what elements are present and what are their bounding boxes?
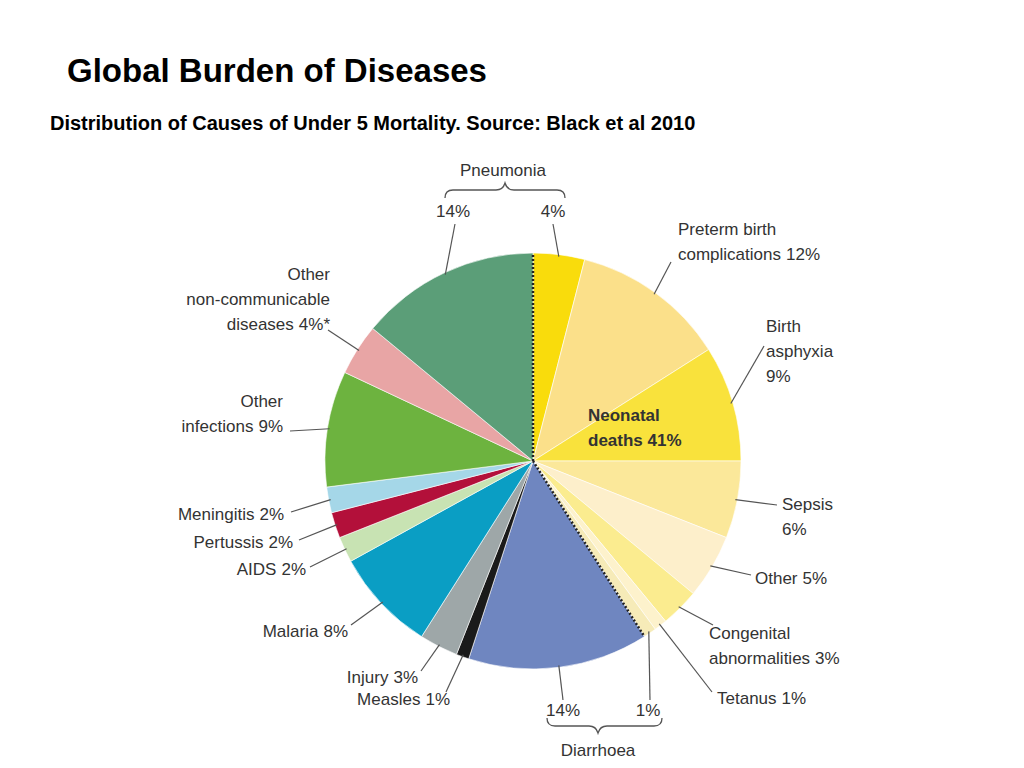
value-label: 3% xyxy=(815,649,840,668)
title: Global Burden of Diseases xyxy=(67,52,487,89)
category-label: Other xyxy=(287,265,330,284)
slice-label: Other infections9% xyxy=(182,392,284,436)
slice-label: 14% xyxy=(546,701,580,720)
leader-line xyxy=(310,549,347,567)
slice-label: Malaria8% xyxy=(263,622,348,641)
value-label: 4% xyxy=(541,202,566,221)
slice-label: Tetanus 1% xyxy=(717,689,806,708)
slice-label: Injury3% xyxy=(347,668,418,687)
value-label: 1% xyxy=(636,701,661,720)
leader-line xyxy=(731,346,764,404)
category-label: Injury xyxy=(347,668,389,687)
category-label: Other xyxy=(755,569,798,588)
slice-label: Birth asphyxia 9% xyxy=(766,317,834,386)
value-label: 1% xyxy=(425,690,450,709)
category-label: Preterm birth xyxy=(678,220,776,239)
subtitle: Distribution of Causes of Under 5 Mortal… xyxy=(50,112,695,134)
chart: Global Burden of Diseases Distribution of… xyxy=(0,0,1024,768)
pie-slice xyxy=(373,253,533,461)
category-label: Pertussis xyxy=(194,533,264,552)
value-label: 9% xyxy=(766,367,791,386)
leader-line xyxy=(290,429,330,431)
slice-label: Meningitis2% xyxy=(178,505,284,524)
value-label: 8% xyxy=(323,622,348,641)
category-label: Other xyxy=(240,392,283,411)
value-label: 1% xyxy=(782,689,807,708)
leader-line xyxy=(351,602,383,625)
category-label: Tetanus xyxy=(717,689,777,708)
leader-line xyxy=(654,262,671,294)
slice-label: Preterm birth complications 12% xyxy=(678,220,820,264)
group-label: Pneumonia xyxy=(460,161,547,180)
group-bracket xyxy=(547,718,662,733)
slice-label: Other 5% xyxy=(755,569,827,588)
plot-area xyxy=(325,253,741,669)
category-label: Measles xyxy=(357,690,420,709)
value-label: 2% xyxy=(268,533,293,552)
leader-line xyxy=(659,624,712,692)
leader-line xyxy=(735,500,777,505)
leader-line xyxy=(710,566,751,575)
value-label: 9% xyxy=(258,417,283,436)
leader-line xyxy=(553,224,559,257)
value-label: 2% xyxy=(281,560,306,579)
leader-line xyxy=(421,645,439,671)
value-label: 2% xyxy=(259,505,284,524)
value-label: 4%* xyxy=(299,315,331,334)
group-label: Diarrhoea xyxy=(561,741,636,760)
category-label: infections xyxy=(182,417,254,436)
value-label: 14% xyxy=(546,701,580,720)
category-label: complications xyxy=(678,245,781,264)
slice-label: 14% xyxy=(436,202,470,221)
slice-label: Sepsis 6% xyxy=(782,495,833,539)
group-bracket xyxy=(445,183,565,198)
leader-line xyxy=(649,631,650,700)
category-label: Congenital xyxy=(709,624,790,643)
leader-line xyxy=(445,224,455,275)
category-label: AIDS xyxy=(237,560,277,579)
category-label: non-communicable xyxy=(186,290,330,309)
group-boundary xyxy=(533,461,644,637)
category-label: Malaria xyxy=(263,622,319,641)
slices xyxy=(325,253,741,669)
pie-slice xyxy=(533,350,741,461)
value-label: 12% xyxy=(786,245,820,264)
leader-line xyxy=(299,525,337,540)
category-label: Birth xyxy=(766,317,801,336)
slice-label: 1% xyxy=(636,701,661,720)
slice-label: Other non-communicable diseases 4%* xyxy=(186,265,330,334)
slice-label: Pertussis2% xyxy=(194,533,294,552)
category-label: diseases xyxy=(227,315,294,334)
leader-line xyxy=(446,655,463,692)
value-label: 6% xyxy=(782,520,807,539)
category-label: abnormalities xyxy=(709,649,810,668)
value-label: 3% xyxy=(393,668,418,687)
category-label: Sepsis xyxy=(782,495,833,514)
slice-label: AIDS2% xyxy=(237,560,306,579)
category-label: Meningitis xyxy=(178,505,255,524)
value-label: 5% xyxy=(803,569,828,588)
slice-label: 4% xyxy=(541,202,566,221)
slice-label: Congenital abnormalities 3% xyxy=(709,624,840,668)
leader-line xyxy=(291,500,331,512)
group-label-line: deaths 41% xyxy=(588,431,682,450)
leader-line xyxy=(328,330,359,351)
category-label: asphyxia xyxy=(766,342,834,361)
leader-line xyxy=(559,665,563,700)
leader-line xyxy=(679,607,713,625)
group-boundary xyxy=(532,253,535,461)
value-label: 14% xyxy=(436,202,470,221)
slice-label: Measles 1% xyxy=(357,690,450,709)
group-label: Neonatal deaths 41% xyxy=(588,406,682,450)
group-label-line: Neonatal xyxy=(588,406,660,425)
